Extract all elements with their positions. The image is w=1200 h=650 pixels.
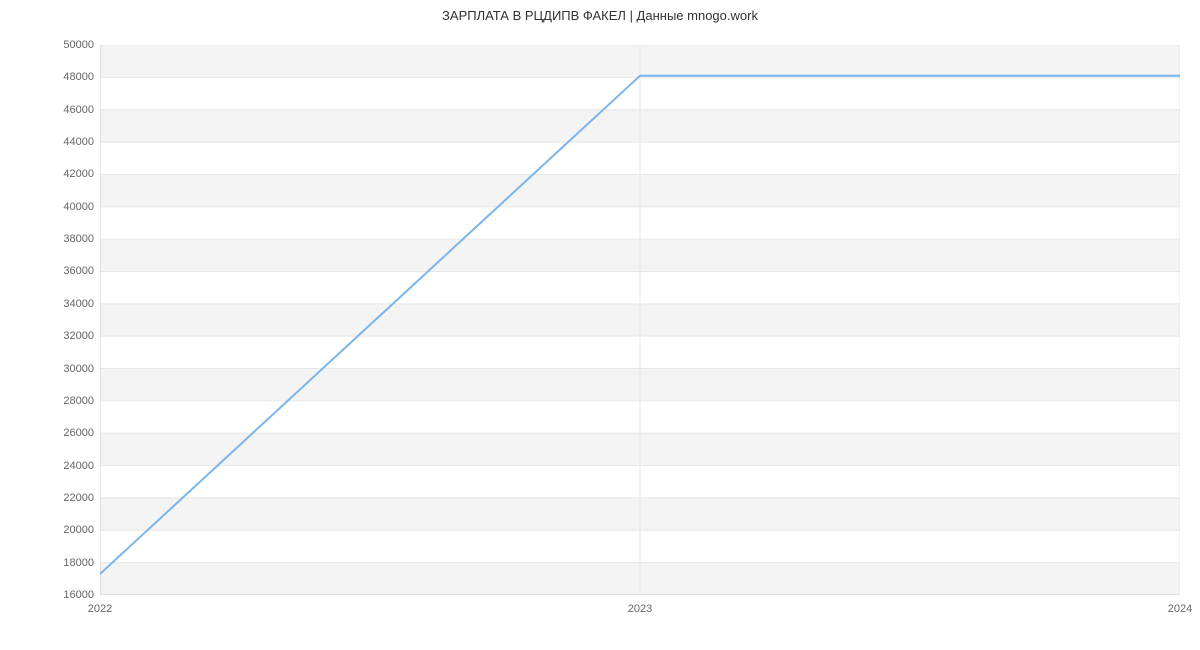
y-tick-label: 34000 [63, 298, 100, 310]
y-tick-label: 22000 [63, 492, 100, 504]
y-tick-label: 18000 [63, 557, 100, 569]
y-tick-label: 42000 [63, 168, 100, 180]
x-tick-label: 2022 [88, 595, 112, 615]
y-tick-label: 48000 [63, 71, 100, 83]
y-tick-label: 24000 [63, 460, 100, 472]
y-tick-label: 50000 [63, 39, 100, 51]
salary-line-chart: ЗАРПЛАТА В РЦДИПВ ФАКЕЛ | Данные mnogo.w… [0, 0, 1200, 650]
x-tick-label: 2024 [1168, 595, 1192, 615]
plot-svg [100, 45, 1180, 595]
y-tick-label: 20000 [63, 524, 100, 536]
plot-area: 1600018000200002200024000260002800030000… [100, 45, 1180, 595]
y-tick-label: 46000 [63, 104, 100, 116]
y-tick-label: 44000 [63, 136, 100, 148]
chart-title: ЗАРПЛАТА В РЦДИПВ ФАКЕЛ | Данные mnogo.w… [0, 8, 1200, 23]
y-tick-label: 28000 [63, 395, 100, 407]
y-tick-label: 36000 [63, 265, 100, 277]
x-tick-label: 2023 [628, 595, 652, 615]
y-tick-label: 38000 [63, 233, 100, 245]
y-tick-label: 32000 [63, 330, 100, 342]
y-tick-label: 30000 [63, 363, 100, 375]
y-tick-label: 40000 [63, 201, 100, 213]
y-tick-label: 26000 [63, 427, 100, 439]
